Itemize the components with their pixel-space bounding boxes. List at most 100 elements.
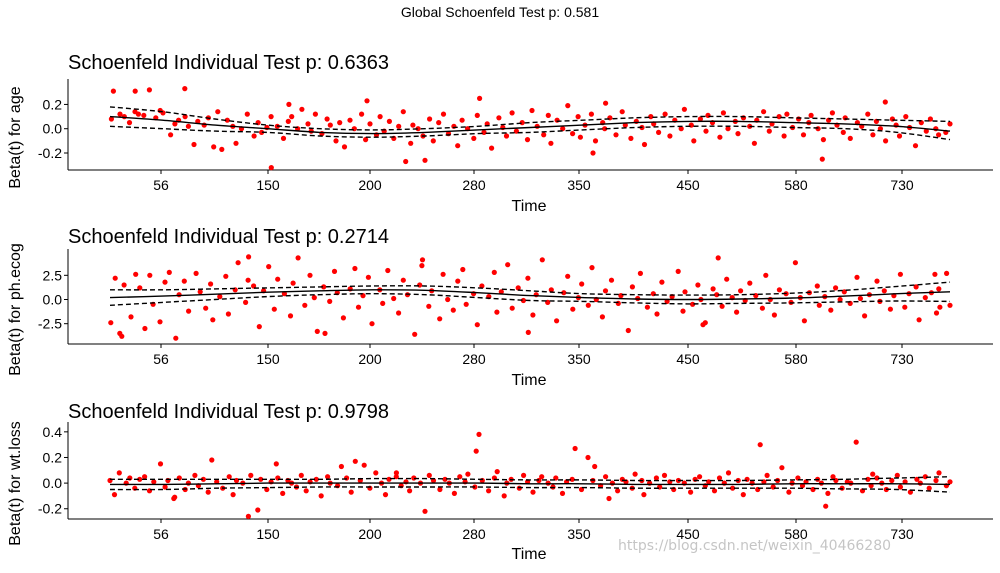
residual-point: [244, 111, 250, 117]
residual-point: [327, 122, 333, 128]
residual-point: [877, 126, 884, 132]
residual-point: [460, 266, 466, 273]
x-tick-label: 200: [358, 351, 382, 367]
residual-point: [173, 335, 179, 341]
residual-point: [916, 317, 922, 323]
residual-point: [171, 495, 177, 502]
residual-point: [814, 283, 820, 289]
residual-point: [340, 315, 346, 321]
residual-point: [656, 129, 662, 135]
residual-point: [445, 296, 451, 303]
residual-point: [695, 282, 701, 288]
residual-point: [302, 302, 308, 308]
residual-point: [569, 476, 575, 482]
residual-point: [529, 107, 535, 114]
residual-point: [815, 126, 821, 132]
residual-point: [853, 439, 859, 445]
residual-point: [400, 277, 406, 283]
residual-point: [751, 140, 758, 146]
residual-point: [151, 479, 157, 485]
residual-point: [703, 128, 709, 134]
residual-point: [338, 463, 344, 470]
residual-point: [667, 133, 673, 139]
residual-point: [224, 117, 230, 123]
residual-point: [697, 474, 703, 480]
residual-point: [128, 314, 134, 320]
residual-point: [947, 121, 953, 127]
residual-point: [361, 462, 367, 468]
residual-point: [417, 282, 423, 288]
residual-point: [874, 475, 880, 481]
residual-point: [369, 321, 375, 327]
residual-point: [280, 490, 286, 496]
residual-point: [602, 126, 608, 132]
residual-point: [776, 114, 782, 120]
residual-point: [936, 470, 942, 476]
residual-point: [503, 133, 510, 139]
residual-point: [833, 477, 839, 484]
residual-point: [565, 103, 571, 109]
residual-point: [771, 312, 778, 318]
residual-point: [682, 289, 688, 295]
residual-point: [318, 493, 324, 499]
residual-point: [525, 329, 531, 335]
residual-point: [857, 295, 864, 302]
residual-point: [577, 134, 584, 140]
residual-point: [520, 297, 527, 304]
residual-point: [322, 330, 328, 336]
residual-point: [917, 480, 923, 486]
residual-point: [476, 431, 482, 437]
residual-point: [121, 282, 127, 288]
residual-point: [245, 513, 251, 520]
residual-point: [396, 123, 402, 129]
residual-point: [251, 133, 257, 139]
residual-point: [352, 458, 358, 464]
residual-point: [922, 295, 928, 301]
residual-point: [678, 126, 684, 132]
x-tick-label: 350: [567, 351, 591, 367]
residual-point: [396, 310, 402, 316]
y-tick-label: 0.0: [43, 121, 63, 137]
residual-point: [575, 114, 581, 120]
residual-point: [386, 118, 392, 124]
residual-point: [157, 319, 163, 325]
figure-title: Global Schoenfeld Test p: 0.581: [401, 4, 599, 20]
residual-point: [287, 313, 294, 319]
residual-point: [182, 86, 188, 92]
residual-point: [680, 308, 686, 314]
residual-point: [882, 99, 888, 105]
residual-point: [168, 132, 174, 138]
residual-point: [740, 492, 746, 498]
residual-point: [541, 132, 547, 138]
residual-point: [474, 112, 480, 118]
residual-point: [359, 111, 365, 117]
residual-point: [491, 269, 497, 275]
residual-point: [486, 488, 492, 494]
panel-title: Schoenfeld Individual Test p: 0.9798: [68, 401, 389, 423]
residual-point: [796, 116, 802, 122]
residual-point: [719, 303, 725, 309]
residual-point: [226, 474, 232, 480]
residual-point: [628, 135, 634, 141]
x-tick-label: 280: [462, 177, 486, 193]
residual-point: [324, 116, 330, 122]
residual-point: [565, 273, 571, 279]
residual-point: [419, 263, 425, 269]
residual-point: [271, 306, 277, 312]
residual-point: [883, 138, 889, 144]
residual-point: [881, 288, 887, 294]
residual-point: [450, 307, 456, 313]
residual-point: [874, 278, 880, 284]
residual-point: [233, 477, 240, 484]
residual-point: [373, 470, 379, 476]
x-tick-label: 280: [462, 351, 486, 367]
residual-point: [545, 112, 551, 118]
residual-point: [830, 474, 836, 480]
residual-point: [403, 158, 409, 165]
residual-point: [235, 260, 241, 266]
residual-point: [268, 114, 274, 120]
residual-point: [697, 116, 704, 122]
panel-title: Schoenfeld Individual Test p: 0.2714: [68, 226, 389, 248]
residual-point: [588, 111, 595, 117]
